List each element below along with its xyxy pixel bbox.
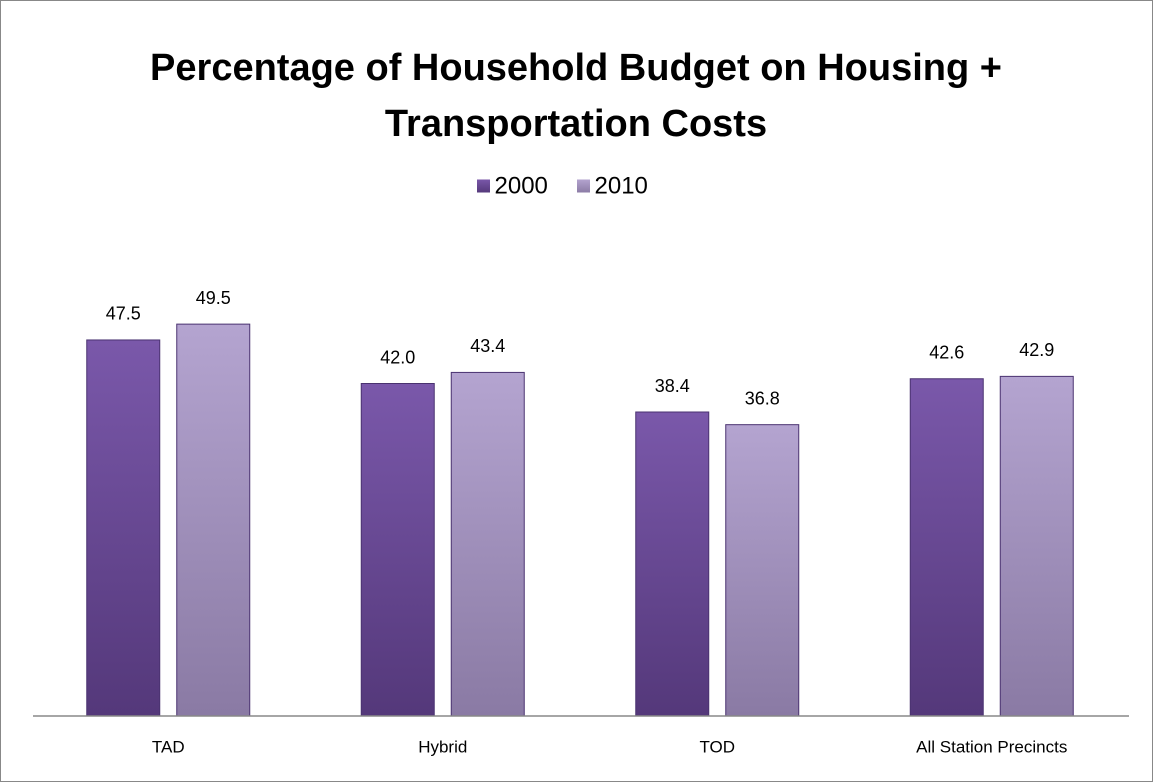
data-label: 42.6 bbox=[929, 343, 964, 363]
x-tick-label: TAD bbox=[152, 737, 185, 756]
legend-label: 2000 bbox=[495, 172, 548, 199]
bar bbox=[86, 339, 161, 717]
bar bbox=[909, 378, 984, 717]
legend-swatch bbox=[576, 178, 591, 194]
data-label: 38.4 bbox=[655, 376, 690, 396]
bar bbox=[360, 383, 435, 717]
data-label: 42.9 bbox=[1019, 340, 1054, 360]
data-label: 43.4 bbox=[470, 336, 505, 356]
legend-swatch bbox=[476, 178, 491, 194]
bar bbox=[450, 371, 525, 717]
data-label: 42.0 bbox=[380, 347, 415, 367]
data-label: 36.8 bbox=[745, 388, 780, 408]
bar bbox=[725, 424, 800, 717]
legend-label: 2010 bbox=[595, 172, 648, 199]
data-label: 47.5 bbox=[106, 304, 141, 324]
bar bbox=[999, 375, 1074, 717]
bar bbox=[176, 323, 251, 717]
x-tick-label: Hybrid bbox=[418, 737, 467, 756]
x-tick-label: TOD bbox=[699, 737, 735, 756]
x-tick-label: All Station Precincts bbox=[916, 737, 1067, 756]
bar bbox=[635, 411, 710, 717]
chart-title: Percentage of Household Budget on Housin… bbox=[150, 47, 1002, 145]
data-label: 49.5 bbox=[196, 288, 231, 308]
